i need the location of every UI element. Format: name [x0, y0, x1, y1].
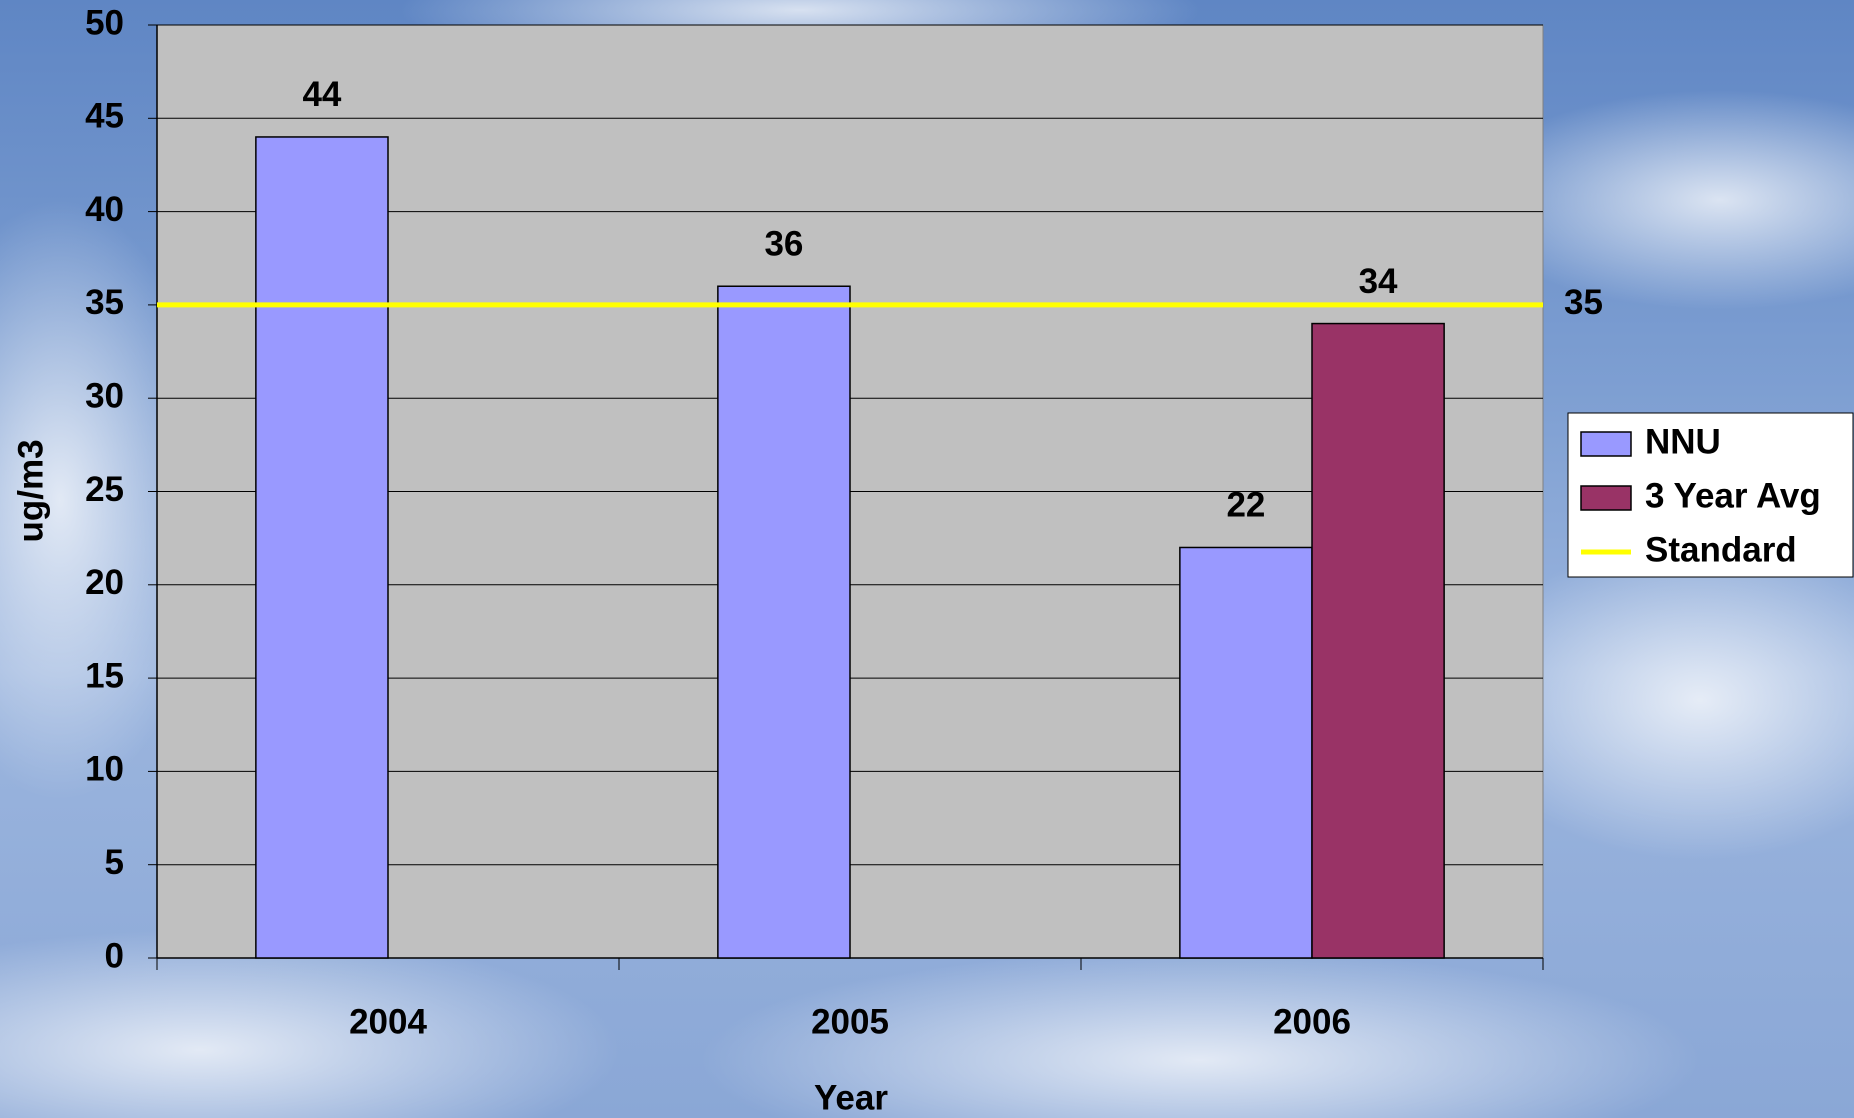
x-axis-title: Year — [814, 1078, 888, 1117]
legend-label: 3 Year Avg — [1645, 476, 1821, 515]
y-tick-label: 20 — [85, 563, 124, 602]
value-label: 36 — [764, 224, 803, 263]
x-tick-label: 2006 — [1273, 1002, 1351, 1041]
value-label: 22 — [1226, 486, 1265, 525]
y-tick-label: 50 — [85, 3, 124, 42]
y-tick-label: 10 — [85, 750, 124, 789]
bar — [1312, 324, 1444, 958]
y-tick-label: 15 — [85, 656, 124, 695]
y-tick-label: 40 — [85, 190, 124, 229]
y-axis-title: ug/m3 — [11, 439, 50, 542]
y-tick-label: 0 — [105, 936, 124, 975]
value-label: 44 — [302, 75, 341, 114]
y-tick-label: 25 — [85, 470, 124, 509]
bar — [256, 137, 388, 958]
legend-label: Standard — [1645, 530, 1797, 569]
bar — [1180, 547, 1312, 958]
value-label: 34 — [1359, 262, 1398, 301]
y-tick-label: 30 — [85, 376, 124, 415]
y-tick-label: 5 — [105, 843, 124, 882]
standard-label: 35 — [1564, 283, 1603, 322]
x-tick-label: 2005 — [811, 1002, 889, 1041]
bar — [718, 286, 850, 958]
chart: Year ug/m3 0 5 10 15 20 25 30 35 40 45 50 2004 44 200… — [0, 0, 1854, 1118]
legend-swatch — [1581, 486, 1631, 510]
page: Year ug/m3 0 5 10 15 20 25 30 35 40 45 50 2004 44 200… — [0, 0, 1854, 1118]
y-tick-label: 35 — [85, 283, 124, 322]
legend-label: NNU — [1645, 422, 1721, 461]
y-tick-label: 45 — [85, 97, 124, 136]
legend-swatch — [1581, 432, 1631, 456]
x-tick-label: 2004 — [349, 1002, 427, 1041]
